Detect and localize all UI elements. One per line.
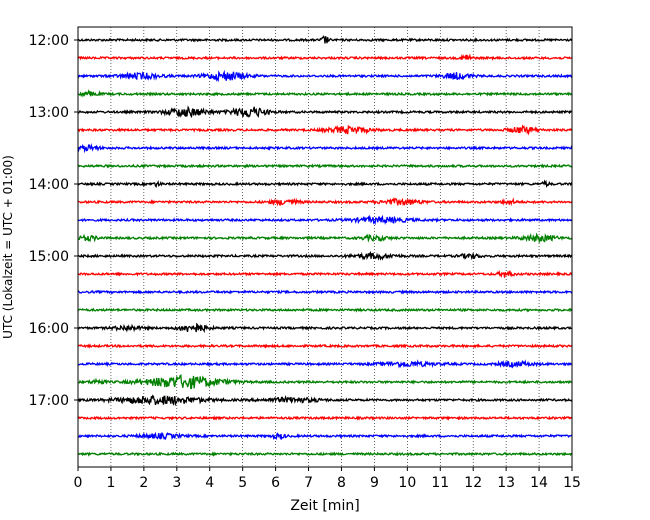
- trace-line: [77, 163, 573, 169]
- x-tick-label: 8: [337, 475, 346, 491]
- trace-line: [77, 415, 573, 421]
- x-tick-label: 0: [74, 475, 83, 491]
- x-tick-label: 5: [238, 475, 247, 491]
- trace-line: [77, 431, 573, 441]
- x-axis: 0 1 2 3 4 5 6 7 8 9 10 11 12 13 14 15: [74, 467, 581, 491]
- trace-line: [77, 322, 573, 334]
- y-tick-label: 14:00: [29, 177, 69, 193]
- x-tick-label: 15: [563, 475, 581, 491]
- x-tick-label: 6: [271, 475, 280, 491]
- trace-line: [77, 307, 573, 313]
- x-tick-label: 13: [497, 475, 515, 491]
- y-tick-label: 16:00: [29, 321, 69, 337]
- trace-line: [77, 179, 573, 189]
- trace-line: [77, 89, 573, 98]
- y-tick-label: 17:00: [29, 393, 69, 409]
- grid-lines: [110, 27, 540, 467]
- x-tick-label: 12: [464, 475, 482, 491]
- x-axis-label: Zeit [min]: [290, 498, 359, 514]
- y-tick-label: 15:00: [29, 249, 69, 265]
- trace-line: [77, 53, 573, 61]
- plot-frame: [77, 26, 573, 468]
- trace-line: [77, 69, 573, 83]
- x-tick-label: 11: [431, 475, 449, 491]
- trace-line: [77, 394, 573, 407]
- y-tick-label: 13:00: [29, 105, 69, 121]
- trace-line: [77, 250, 573, 261]
- trace-line: [77, 35, 573, 44]
- x-tick-label: 10: [398, 475, 416, 491]
- trace-line: [77, 214, 573, 226]
- seismic-traces: [77, 35, 573, 457]
- trace-line: [78, 232, 573, 244]
- trace-line: [77, 105, 573, 119]
- trace-line: [77, 359, 573, 369]
- trace-line: [77, 289, 573, 295]
- y-axis: 12:00 13:00 14:00 15:00 16:00 17:00: [29, 33, 78, 409]
- x-tick-label: 3: [172, 475, 181, 491]
- y-tick-label: 12:00: [29, 33, 69, 49]
- x-tick-label: 1: [106, 475, 115, 491]
- x-tick-label: 4: [205, 475, 214, 491]
- x-tick-label: 14: [530, 475, 548, 491]
- trace-line: [77, 124, 573, 136]
- x-tick-label: 2: [139, 475, 148, 491]
- trace-line: [77, 343, 573, 349]
- trace-line: [77, 374, 573, 390]
- trace-line: [77, 142, 573, 154]
- x-tick-label: 9: [370, 475, 379, 491]
- trace-line: [77, 451, 573, 457]
- trace-line: [77, 196, 573, 207]
- x-tick-label: 7: [304, 475, 313, 491]
- trace-line: [77, 269, 573, 279]
- y-axis-label: UTC (Lokalzeit = UTC + 01:00): [1, 155, 15, 339]
